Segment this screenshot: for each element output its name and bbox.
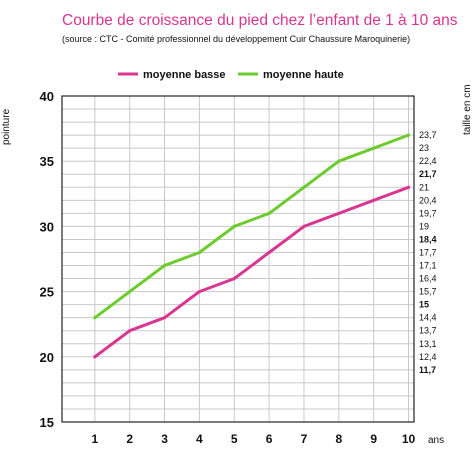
data-point xyxy=(128,290,132,294)
chart-title: Courbe de croissance du pied chez l’enfa… xyxy=(62,12,458,29)
data-point xyxy=(302,224,306,228)
x-tick-label: 3 xyxy=(161,432,168,446)
data-point xyxy=(337,159,341,163)
y-axis-label: pointure xyxy=(1,108,12,145)
x-tick-label: 8 xyxy=(335,432,342,446)
y2-tick-label: 15,7 xyxy=(419,287,437,297)
x-tick-label: 5 xyxy=(231,432,238,446)
x-tick-label: 7 xyxy=(301,432,308,446)
x-axis-label: ans xyxy=(428,435,444,446)
y-tick-label: 15 xyxy=(40,415,54,430)
y2-tick-label: 17,1 xyxy=(419,261,437,271)
data-point xyxy=(128,329,132,333)
data-point xyxy=(162,316,167,320)
chart-legend: moyenne basse moyenne haute xyxy=(118,69,344,81)
plot-frame xyxy=(61,95,415,423)
series-line-moyenne-basse xyxy=(93,185,410,359)
data-point xyxy=(372,198,376,202)
y2-tick-label: 21 xyxy=(419,182,429,192)
data-point xyxy=(197,290,202,294)
y2-tick-label: 23,7 xyxy=(419,130,437,140)
data-point xyxy=(267,211,271,215)
x-tick-label: 4 xyxy=(196,432,203,446)
series-line-moyenne-haute xyxy=(93,133,410,320)
y-tick-label: 25 xyxy=(40,285,54,300)
data-point xyxy=(232,224,236,228)
y2-tick-label: 12,4 xyxy=(419,352,437,362)
data-point xyxy=(197,250,202,255)
x-tick-label: 9 xyxy=(370,432,377,446)
y2-tick-label: 14,4 xyxy=(419,313,437,323)
data-point xyxy=(267,250,271,255)
y-tick-label: 35 xyxy=(40,154,54,169)
chart-grid xyxy=(62,96,414,422)
data-point xyxy=(372,146,376,150)
y2-tick-label: 21,7 xyxy=(419,169,437,179)
y2-tick-label: 16,4 xyxy=(419,274,437,284)
y-tick-label: 30 xyxy=(40,219,54,234)
x-tick-label: 2 xyxy=(126,432,133,446)
data-point xyxy=(302,185,306,189)
y2-tick-label: 22,4 xyxy=(419,156,437,166)
y2-tick-label: 18,4 xyxy=(419,234,437,244)
data-point xyxy=(93,355,97,359)
y2-tick-label: 19 xyxy=(419,221,429,231)
y-tick-label: 20 xyxy=(40,350,54,365)
chart-series xyxy=(93,133,411,359)
x-tick-label: 10 xyxy=(402,432,416,446)
x-tick-label: 1 xyxy=(92,432,99,446)
y2-tick-label: 20,4 xyxy=(419,195,437,205)
x-tick-label: 6 xyxy=(266,432,273,446)
data-point xyxy=(406,185,411,189)
legend-label: moyenne haute xyxy=(263,69,344,81)
y-tick-label: 40 xyxy=(40,89,54,104)
data-point xyxy=(93,316,97,320)
data-point xyxy=(162,263,167,268)
y2-tick-label: 17,7 xyxy=(419,247,437,257)
y2-axis-label: taille en cm xyxy=(462,84,473,135)
legend-label: moyenne basse xyxy=(143,69,226,81)
y2-tick-label: 15 xyxy=(419,300,429,310)
y2-tick-label: 11,7 xyxy=(419,365,436,375)
data-point xyxy=(406,133,411,137)
data-point xyxy=(337,211,341,215)
chart-subtitle: (source : CTC - Comité professionnel du … xyxy=(62,34,410,44)
data-point xyxy=(232,276,236,281)
y2-tick-label: 19,7 xyxy=(419,208,437,218)
y2-tick-label: 13,1 xyxy=(419,339,437,349)
y2-tick-label: 23 xyxy=(419,143,429,153)
y2-tick-label: 13,7 xyxy=(419,326,437,336)
